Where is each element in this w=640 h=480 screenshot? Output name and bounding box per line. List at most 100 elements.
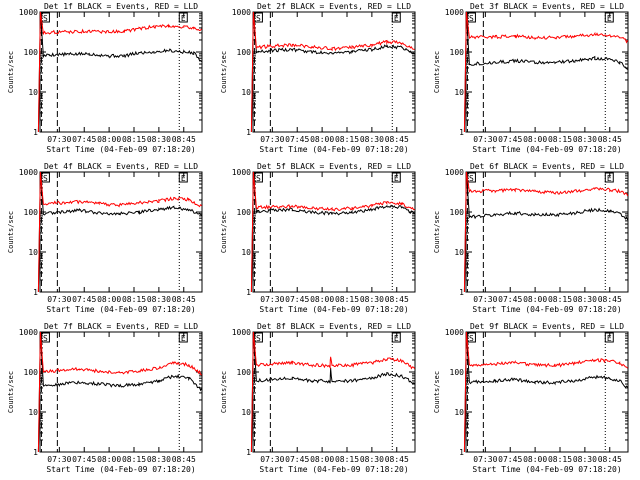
y-tick-label: 10: [454, 408, 464, 417]
x-tick-label: 08:15: [335, 295, 359, 304]
series-events-line: [250, 11, 415, 133]
y-tick-label: 1000: [19, 8, 38, 17]
series-events-line: [463, 11, 628, 133]
x-tick-label: 08:00: [97, 135, 121, 144]
plot-frame: [465, 331, 629, 453]
series-lld-line: [250, 11, 415, 133]
y-tick-label: 10: [241, 248, 251, 257]
series-lld-line: [37, 171, 203, 293]
y-tick-label: 1000: [445, 328, 464, 337]
x-tick-label: 08:15: [548, 455, 572, 464]
series-lld-line: [37, 11, 203, 133]
series-lld-line: [250, 331, 416, 453]
x-tick-label: 08:45: [385, 135, 409, 144]
plot-frame: [39, 11, 203, 133]
y-axis-label: Counts/sec: [433, 371, 441, 413]
x-tick-label: 08:00: [523, 295, 547, 304]
y-axis-label: Counts/sec: [220, 371, 228, 413]
panel-title: Det 8f BLACK = Events, RED = LLD: [257, 322, 411, 331]
x-tick-label: 07:30: [47, 135, 71, 144]
x-tick-label: 07:45: [72, 135, 96, 144]
panel-title: Det 4f BLACK = Events, RED = LLD: [44, 162, 198, 171]
series-events-line: [250, 331, 415, 453]
x-tick-label: 08:45: [172, 455, 196, 464]
y-axis-label: Counts/sec: [433, 51, 441, 93]
x-tick-label: 07:45: [285, 455, 309, 464]
plot-frame: [252, 331, 416, 453]
panel-title: Det 6f BLACK = Events, RED = LLD: [470, 162, 624, 171]
y-tick-label: 1: [246, 288, 251, 297]
series-lld-line: [463, 11, 629, 133]
flag-s: S: [469, 14, 474, 23]
flag-s: S: [256, 334, 261, 343]
flag-box: [40, 332, 50, 343]
y-tick-label: 1: [33, 288, 38, 297]
y-tick-label: 1: [459, 448, 464, 457]
series-events-line: [463, 171, 629, 293]
flag-box: [391, 12, 401, 23]
y-tick-label: 1: [33, 448, 38, 457]
y-tick-label: 10: [454, 88, 464, 97]
panel-det-8: Det 8f BLACK = Events, RED = LLD 1 10 100 10…: [220, 322, 416, 474]
x-tick-label: 08:30: [147, 135, 171, 144]
flag-box: [253, 12, 263, 23]
flag-s: S: [256, 174, 261, 183]
panel-title: Det 2f BLACK = Events, RED = LLD: [257, 2, 411, 11]
y-axis-label: Counts/sec: [220, 51, 228, 93]
y-tick-label: 1: [33, 128, 38, 137]
x-tick-label: 07:30: [260, 455, 284, 464]
y-axis-label: Counts/sec: [220, 211, 228, 253]
plot-frame: [252, 11, 416, 133]
flag-s: S: [43, 334, 48, 343]
series-events-line: [37, 11, 203, 133]
panel-det-1: Det 1f BLACK = Events, RED = LLD 1 10 100 10…: [7, 2, 203, 154]
y-tick-label: 100: [24, 48, 39, 57]
y-tick-label: 10: [28, 408, 38, 417]
flag-box: [391, 332, 401, 343]
x-tick-label: 08:30: [573, 135, 597, 144]
y-tick-label: 100: [24, 368, 39, 377]
panel-det-2: Det 2f BLACK = Events, RED = LLD 1 10 100 10…: [220, 2, 416, 154]
flag-e: E: [394, 334, 399, 343]
series-events-line: [37, 171, 203, 293]
x-tick-label: 08:15: [335, 455, 359, 464]
flag-box: [604, 332, 614, 343]
y-tick-label: 1: [459, 288, 464, 297]
x-tick-label: 08:15: [122, 455, 146, 464]
x-tick-label: 08:00: [310, 455, 334, 464]
x-tick-label: 07:45: [72, 455, 96, 464]
flag-box: [604, 172, 614, 183]
y-tick-label: 1000: [232, 8, 251, 17]
x-tick-label: 08:45: [598, 135, 622, 144]
x-axis-label: Start Time (04-Feb-09 07:18:20): [472, 465, 621, 474]
x-tick-label: 07:30: [47, 455, 71, 464]
x-tick-label: 08:00: [310, 295, 334, 304]
plot-frame: [252, 171, 416, 293]
x-tick-label: 07:30: [260, 295, 284, 304]
y-tick-label: 1: [246, 128, 251, 137]
y-axis-label: Counts/sec: [7, 371, 15, 413]
x-tick-label: 08:00: [523, 135, 547, 144]
flag-e: E: [181, 334, 186, 343]
x-tick-label: 07:45: [285, 135, 309, 144]
plot-frame: [465, 171, 629, 293]
panel-det-4: Det 4f BLACK = Events, RED = LLD 1 10 100 10…: [7, 162, 203, 314]
x-tick-label: 08:15: [122, 295, 146, 304]
flag-box: [178, 332, 188, 343]
plot-frame: [39, 331, 203, 453]
y-tick-label: 10: [454, 248, 464, 257]
flag-box: [40, 172, 50, 183]
x-tick-label: 07:30: [473, 135, 497, 144]
x-axis-label: Start Time (04-Feb-09 07:18:20): [472, 305, 621, 314]
y-tick-label: 100: [450, 48, 465, 57]
x-tick-label: 08:30: [147, 455, 171, 464]
panel-title: Det 7f BLACK = Events, RED = LLD: [44, 322, 198, 331]
x-tick-label: 08:00: [97, 295, 121, 304]
x-tick-label: 08:45: [172, 295, 196, 304]
y-tick-label: 100: [237, 368, 252, 377]
x-axis-label: Start Time (04-Feb-09 07:18:20): [259, 305, 408, 314]
x-tick-label: 08:45: [172, 135, 196, 144]
y-tick-label: 1000: [19, 328, 38, 337]
x-tick-label: 07:30: [473, 295, 497, 304]
panel-det-6: Det 6f BLACK = Events, RED = LLD 1 10 100 10…: [433, 162, 629, 314]
